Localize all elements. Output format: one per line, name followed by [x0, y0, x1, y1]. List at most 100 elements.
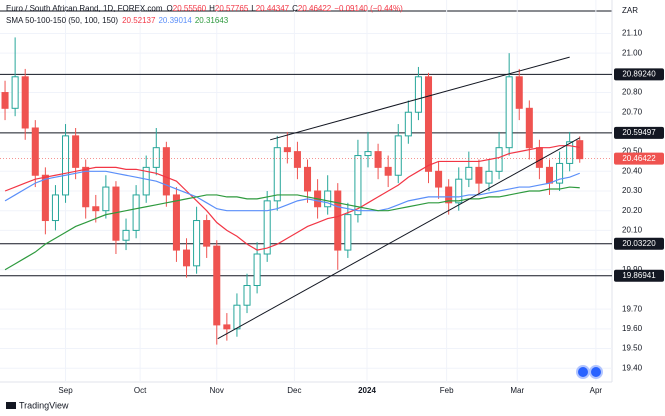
candle-body [293, 151, 301, 168]
y-tick-label: 20.10 [622, 225, 643, 234]
candle-body [394, 135, 402, 176]
x-tick-label: 2024 [358, 386, 376, 395]
change: −0.09140 (−0.44%) [334, 4, 403, 13]
price-box-label: 20.59497 [622, 128, 656, 137]
candle-body [142, 166, 150, 196]
candle-body [21, 76, 29, 129]
y-tick-label: 21.10 [622, 29, 643, 38]
candle-body [354, 155, 362, 216]
candle-body [465, 166, 473, 180]
candle-body [344, 214, 352, 251]
candle-body [213, 245, 221, 326]
candle-body [374, 151, 382, 168]
candle-body [556, 162, 564, 184]
last-price-box [614, 152, 664, 165]
x-tick-label: Oct [134, 386, 147, 395]
candle-body [182, 249, 191, 267]
sma-line [4, 145, 580, 251]
candle-body [223, 324, 231, 330]
y-tick-label: 19.70 [622, 304, 643, 313]
candle-body [283, 147, 291, 153]
price-box-label: 19.86941 [622, 271, 656, 280]
candle-body [152, 147, 160, 168]
candle-body [243, 285, 251, 306]
sma-line [4, 186, 580, 271]
brand-logo: TradingView [6, 400, 69, 410]
candle-body [203, 220, 211, 247]
y-tick-label: 20.70 [622, 107, 643, 116]
y-tick-label: 20.30 [622, 186, 643, 195]
candle-body [485, 170, 493, 184]
candle-body [162, 147, 170, 196]
plot [0, 0, 612, 382]
price-box-label: 20.89240 [622, 69, 656, 78]
ohlc-value: 20.57765 [215, 4, 249, 13]
sma-value: 20.52137 [122, 16, 156, 25]
y-tick-label: 21.00 [622, 48, 643, 57]
x-tick-label: Nov [210, 386, 224, 395]
candle-body [384, 166, 392, 176]
candle-body [435, 170, 443, 188]
candle-body [576, 140, 584, 160]
y-tick-label: 20.40 [622, 166, 643, 175]
candle-body [172, 194, 180, 251]
alert-icon[interactable] [589, 365, 603, 379]
ohlc-value: 20.55560 [173, 4, 207, 13]
candle-body [92, 206, 100, 212]
candle-body [445, 186, 453, 204]
candle-body [566, 141, 574, 164]
candle-body [31, 127, 39, 176]
candle-body [273, 147, 281, 202]
candle-body [11, 76, 19, 109]
currency: ZAR [622, 6, 638, 15]
candle-body [233, 304, 241, 330]
indicator-line: SMA 50-100-150 (50, 100, 150) 20.52137 20.… [6, 16, 229, 25]
ohlc-key: L [251, 4, 256, 13]
candle-body [72, 135, 80, 168]
candle-body [475, 166, 483, 184]
candle-body [545, 166, 554, 184]
candle-body [424, 76, 433, 172]
ohlc-key: O [167, 4, 173, 13]
symbol: Euro / South African Rand, 1D, FOREX.com [6, 4, 163, 13]
price-box [614, 126, 664, 139]
candle-body [364, 151, 372, 157]
candle-body [525, 107, 533, 149]
candle-body [82, 166, 90, 208]
y-tick-label: 20.50 [622, 147, 643, 156]
candle-body [404, 111, 412, 137]
x-tick-label: Mar [510, 386, 524, 395]
ohlc-value: 20.46422 [298, 4, 332, 13]
candle-body [122, 229, 130, 241]
x-tick-label: Apr [590, 386, 603, 395]
brand: TradingView [19, 400, 69, 410]
x-tick-label: Dec [287, 386, 301, 395]
candle-body [253, 253, 261, 287]
indicator-name: SMA 50-100-150 (50, 100, 150) [6, 16, 118, 25]
candle-body [334, 190, 342, 251]
candle-body [515, 76, 523, 109]
ohlc-key: C [292, 4, 298, 13]
sma-value: 20.39014 [158, 16, 192, 25]
trendline [217, 137, 580, 340]
price-box-label: 20.03220 [622, 239, 656, 248]
y-tick-label: 20.20 [622, 206, 643, 215]
x-tick-label: Feb [440, 386, 454, 395]
y-tick-label: 19.50 [622, 344, 643, 353]
candle-body [51, 194, 59, 222]
candle-body [132, 194, 140, 231]
x-tick-label: Sep [58, 386, 73, 395]
trendline [270, 56, 570, 141]
candle-body [414, 76, 422, 113]
price-box [614, 269, 664, 282]
ohlc-value: 20.44347 [256, 4, 290, 13]
sma-line [4, 170, 580, 212]
alert-icon[interactable] [576, 365, 590, 379]
y-tick-label: 19.90 [622, 265, 643, 274]
sma-value: 20.31643 [195, 16, 229, 25]
price-box [614, 68, 664, 81]
candle-body [263, 200, 271, 255]
y-tick-label: 20.80 [622, 88, 643, 97]
